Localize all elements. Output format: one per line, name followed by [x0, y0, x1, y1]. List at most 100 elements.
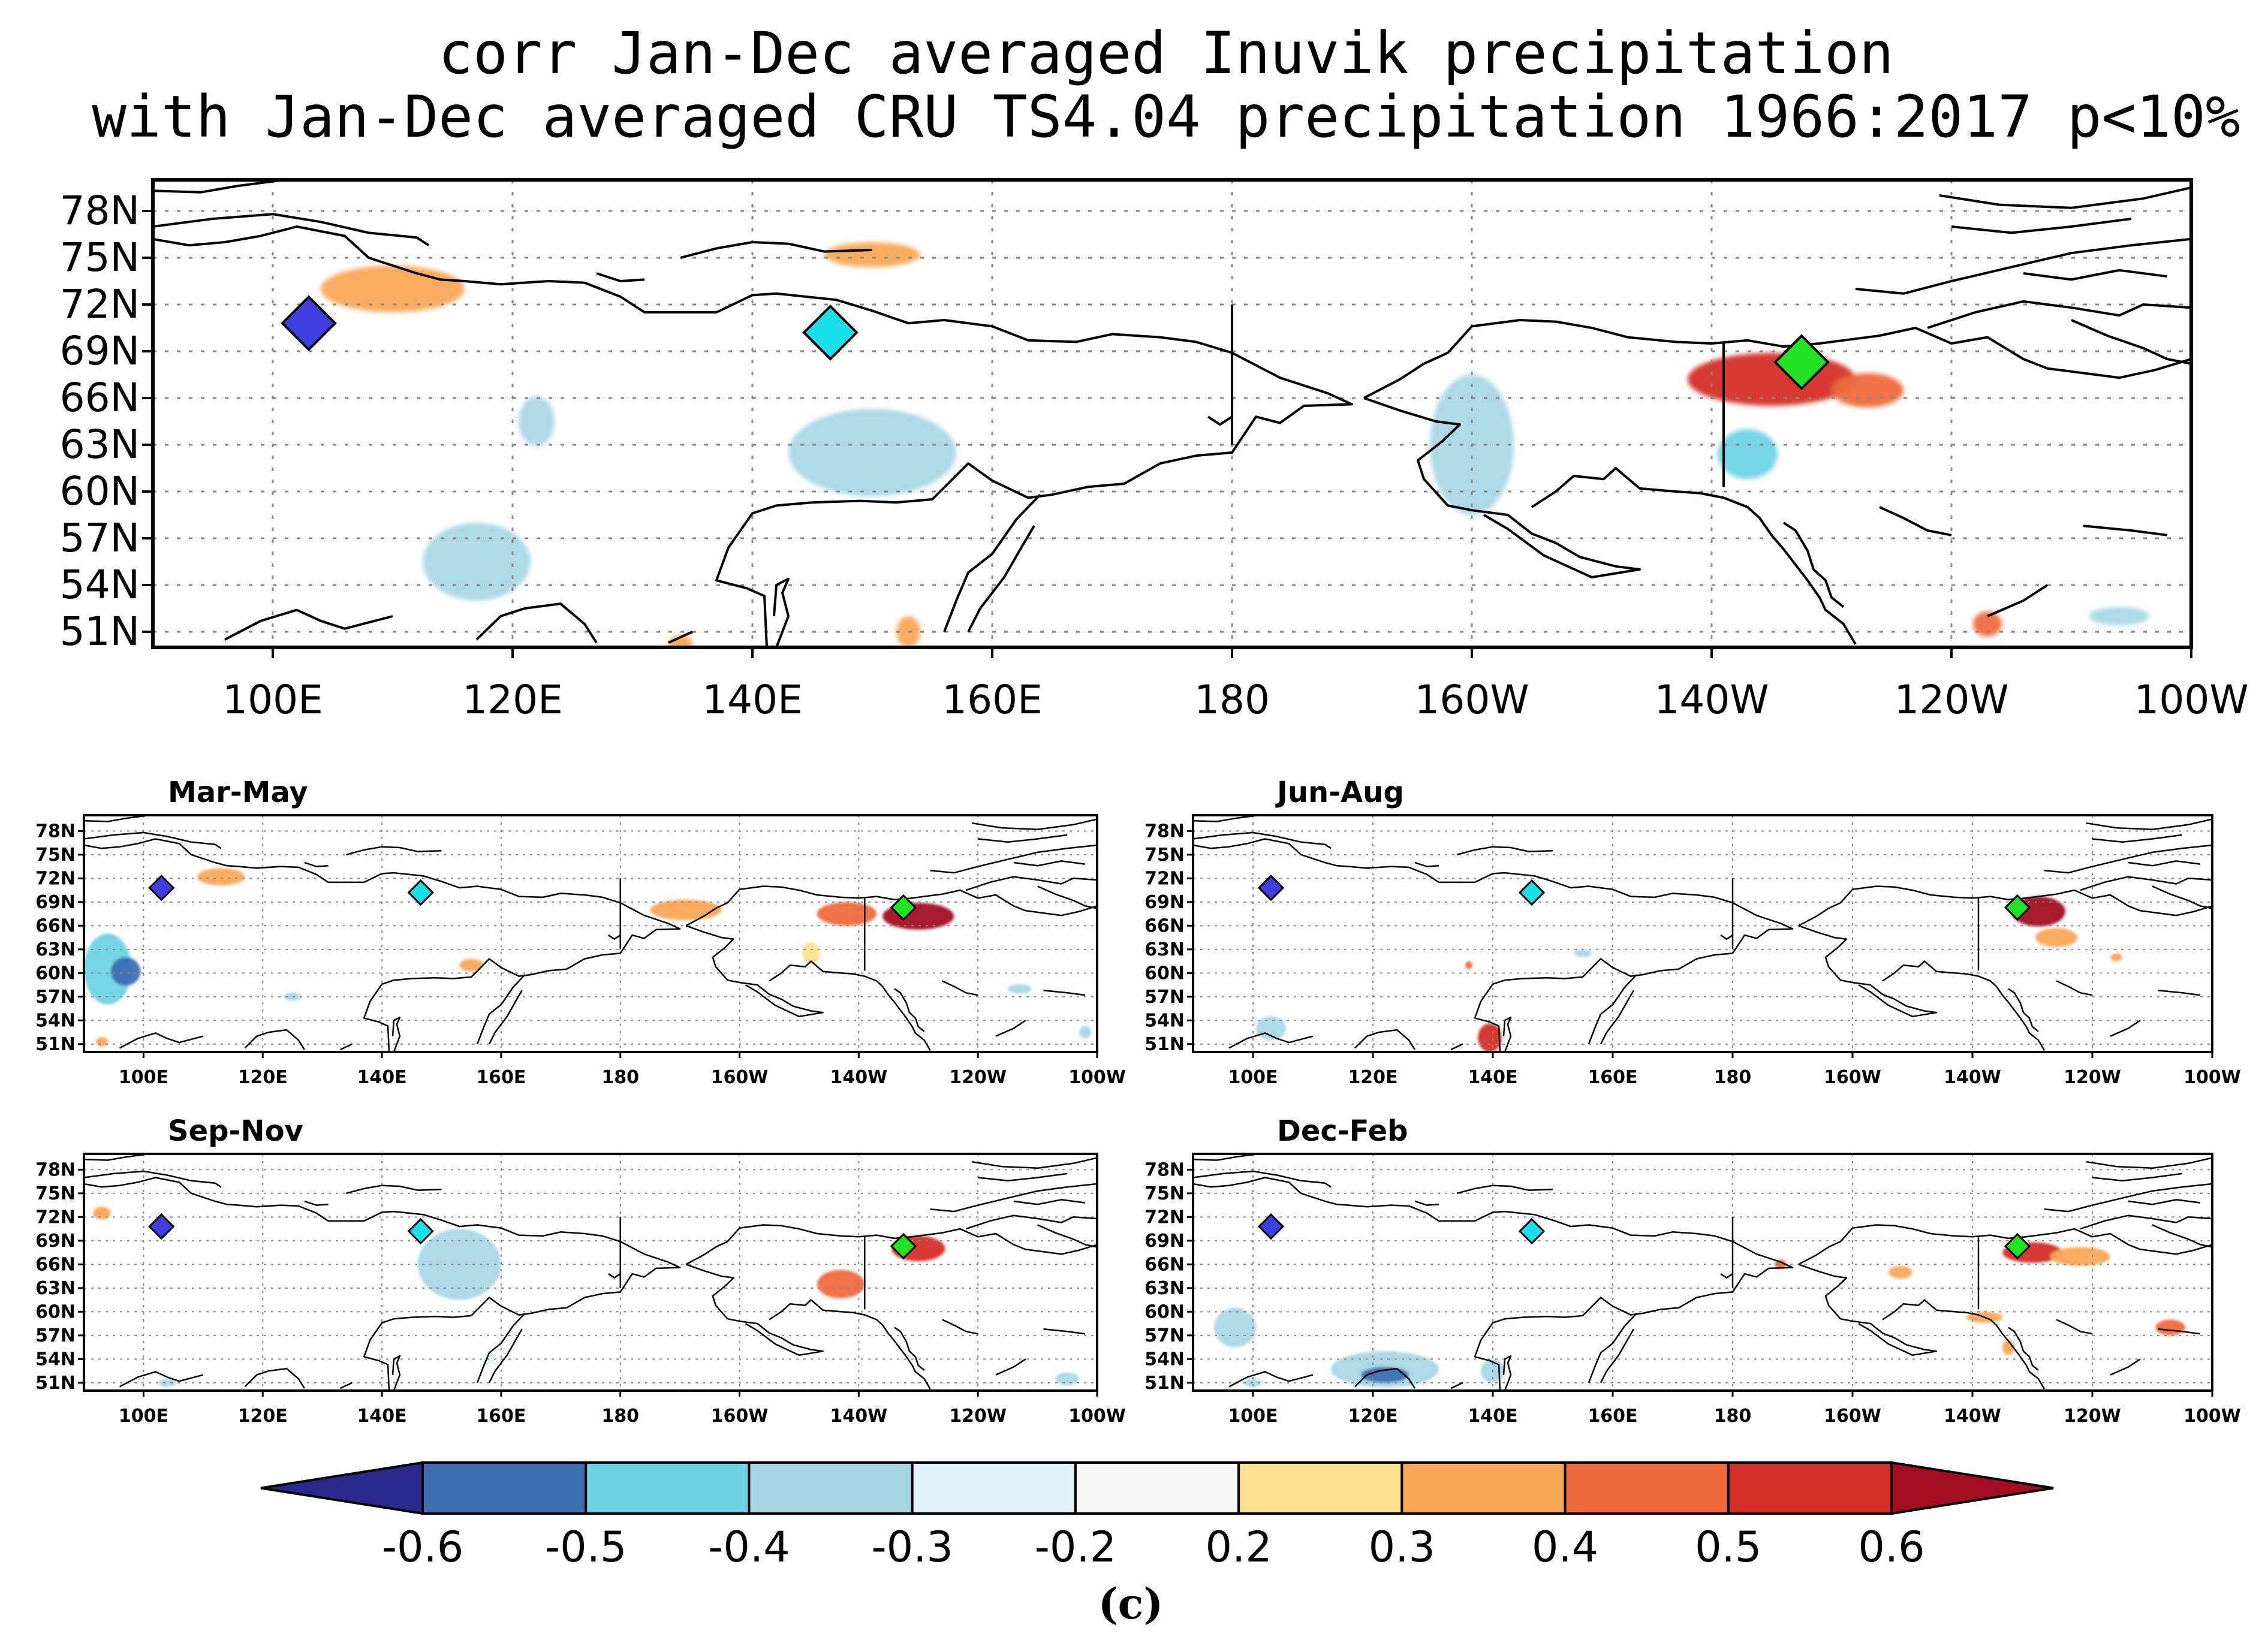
coastline [1354, 1029, 1416, 1050]
gridlines [153, 180, 2192, 647]
coastline [1882, 1299, 2046, 1390]
coastline [2128, 860, 2201, 867]
coastline [1414, 1200, 1439, 1206]
correlation-cell [668, 635, 692, 647]
coastline [930, 1183, 1097, 1213]
coastline [894, 1327, 925, 1371]
coastline [1600, 1328, 1635, 1383]
map-frame [83, 1153, 1098, 1392]
coastline [769, 1299, 931, 1390]
station-marker-blue-station [148, 875, 175, 902]
gridlines [1193, 1154, 2213, 1391]
coastlines [153, 180, 2191, 647]
lat-tick-label: 69N [35, 1231, 76, 1252]
lon-tick-label: 120W [949, 1067, 1007, 1088]
station-marker-blue-station [148, 1213, 175, 1240]
correlation-cell [459, 958, 484, 972]
correlation-cell [1478, 1023, 1502, 1052]
lat-tick-label: 69N [1144, 892, 1185, 913]
coastline [685, 885, 1097, 927]
correlation-cell [2110, 953, 2122, 961]
coastline [1354, 1367, 1416, 1389]
coastline [943, 493, 1041, 632]
coastline [476, 1313, 526, 1383]
coastline [2083, 524, 2168, 536]
lon-tick-label: 120E [238, 1406, 288, 1427]
lon-tick-label: 140W [1944, 1406, 2001, 1427]
coastline [685, 1264, 824, 1356]
lat-tick-label: 63N [35, 939, 76, 960]
station-marker-cyan-station [1518, 879, 1546, 906]
lon-tick-label: 140W [830, 1067, 887, 1088]
coastline [1798, 925, 1938, 1018]
lat-tick-label: 57N [35, 1325, 76, 1346]
lat-tick-label: 63N [60, 421, 140, 468]
coastline [391, 1355, 401, 1391]
correlation-cell [1055, 1372, 1080, 1385]
lon-tick-label: 140E [357, 1406, 406, 1427]
coastline [2071, 319, 2191, 365]
lat-tick-label: 54N [1144, 1010, 1185, 1031]
lat-tick-label: 54N [35, 1010, 76, 1031]
lat-tick-label: 57N [35, 987, 76, 1008]
coastline [488, 990, 523, 1045]
coastline [2008, 988, 2039, 1032]
coastline [2152, 1224, 2212, 1248]
correlation-cell [1007, 984, 1032, 994]
lat-tick-label: 63N [1144, 939, 1185, 960]
coastline [2128, 1199, 2201, 1205]
correlation-cell [2155, 1319, 2185, 1336]
lat-tick-label: 60N [1144, 1301, 1185, 1322]
colorbar-segment [911, 1461, 1077, 1515]
correlation-cell [802, 942, 820, 964]
coastline [608, 934, 621, 940]
lon-tick-label: 140E [357, 1067, 406, 1088]
correlation-cell [788, 409, 956, 496]
map-background [1193, 1154, 2212, 1391]
lon-tick-label: 140W [1654, 677, 1769, 723]
colorbar-segment [1564, 1461, 1730, 1515]
map-frame [83, 814, 1098, 1053]
lat-tick-label: 72N [1144, 1207, 1185, 1228]
lat-tick-label: 57N [60, 515, 140, 561]
coastline [2092, 834, 2183, 843]
lon-tick-label: 120W [2064, 1067, 2121, 1088]
chart-title-line-2: with Jan-Dec averaged CRU TS4.04 precipi… [92, 83, 2240, 150]
lon-tick-label: 100E [119, 1406, 168, 1427]
correlation-cell [2035, 928, 2077, 947]
correlation-cell [817, 1270, 865, 1298]
correlation-cell [1718, 429, 1778, 480]
colorbar-tick-label: 0.5 [1695, 1523, 1761, 1572]
colorbar-segment [1237, 1461, 1403, 1515]
colorbar-extend-low [260, 1461, 424, 1515]
correlation-cell [423, 523, 531, 601]
lon-tick-label: 160E [476, 1406, 526, 1427]
lat-tick-label: 54N [35, 1349, 76, 1370]
coastline [339, 1382, 353, 1389]
map-frame [1192, 1153, 2213, 1392]
lat-tick-label: 72N [35, 1207, 76, 1228]
map-frame [1192, 814, 2213, 1053]
coastline [1456, 846, 1553, 856]
coastline [995, 1020, 1026, 1037]
coastline [339, 1043, 353, 1051]
coastline [1502, 1355, 1512, 1391]
correlation-cell [817, 902, 877, 926]
lon-tick-label: 160E [1588, 1406, 1637, 1427]
lat-tick-label: 75N [1144, 1183, 1185, 1204]
station-marker-blue-station [281, 295, 337, 352]
lon-tick-label: 160E [476, 1067, 526, 1088]
station-marker-green-station [1773, 334, 1830, 391]
station-marker-blue-station [1257, 1213, 1285, 1240]
lat-tick-label: 75N [60, 234, 140, 281]
lat-tick-label: 51N [60, 608, 140, 655]
lon-tick-label: 180 [1194, 677, 1270, 723]
lon-tick-label: 100E [1228, 1406, 1278, 1427]
colorbar-tick-label: 0.6 [1858, 1523, 1924, 1572]
coastline [2044, 1183, 2212, 1213]
coastline [244, 1367, 305, 1389]
coastline [2023, 269, 2168, 281]
coastline [84, 1177, 681, 1391]
lon-tick-label: 160W [711, 1406, 769, 1427]
coastline [1193, 838, 1794, 1052]
